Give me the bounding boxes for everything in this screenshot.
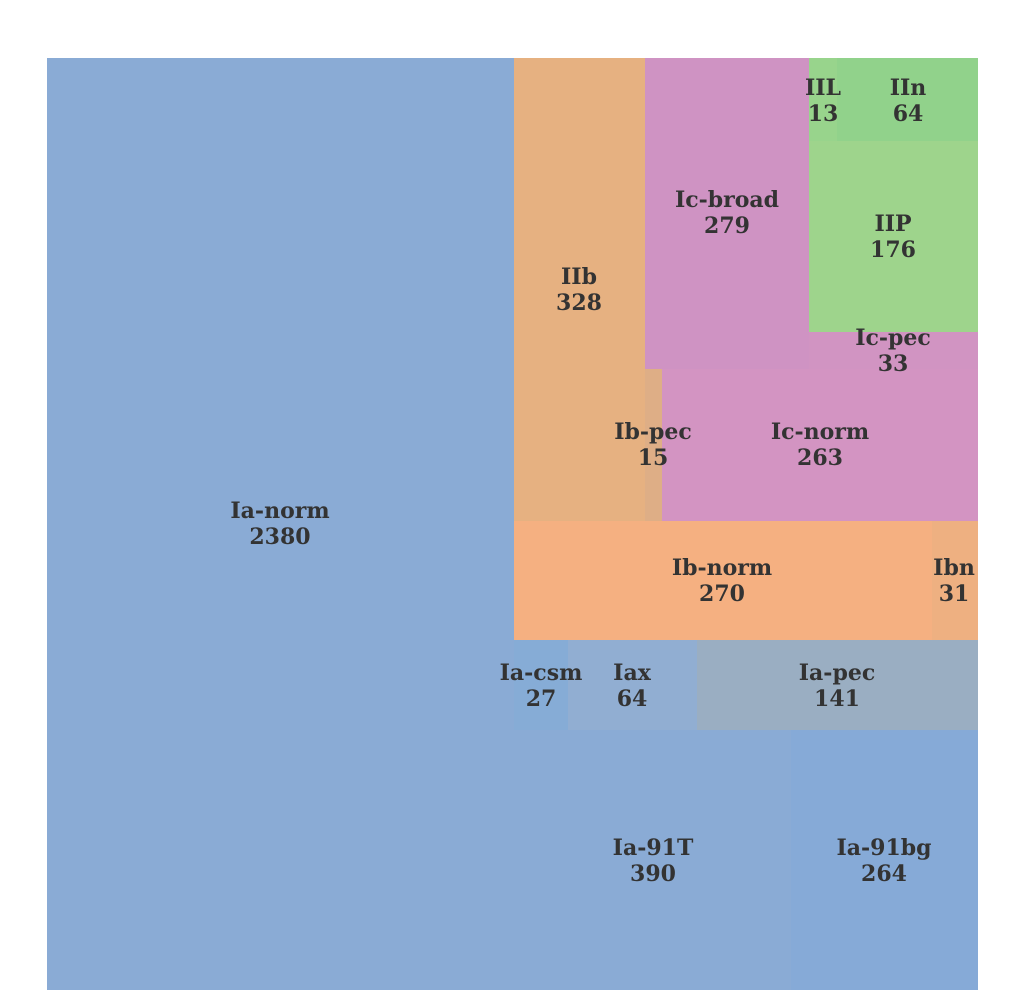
tile-iax <box>568 640 697 730</box>
tile-value-iib: 328 <box>556 290 602 316</box>
tile-ic-norm <box>662 369 978 521</box>
tile-label-iib: IIb <box>561 264 597 290</box>
tile-value-ic-broad: 279 <box>704 213 750 239</box>
tile-label-ib-norm: Ib-norm <box>672 555 772 581</box>
tile-value-ia-91bg: 264 <box>861 861 907 887</box>
tile-ib-norm <box>514 521 932 640</box>
tile-value-ia-pec: 141 <box>814 686 860 712</box>
tile-iil <box>809 58 837 141</box>
tile-ia-pec <box>697 640 978 730</box>
tile-label-ic-norm: Ic-norm <box>771 419 869 445</box>
tile-value-ia-norm: 2380 <box>249 524 310 550</box>
tile-iip <box>809 141 978 332</box>
tile-value-iil: 13 <box>808 101 839 127</box>
tile-ia-91t <box>514 730 791 990</box>
tile-iib <box>514 58 645 521</box>
tile-label-ia-norm: Ia-norm <box>230 498 329 524</box>
tile-label-iip: IIP <box>874 211 911 237</box>
tile-label-ic-pec: Ic-pec <box>855 325 931 351</box>
tile-ic-pec <box>809 332 978 369</box>
tile-value-ia-csm: 27 <box>526 686 557 712</box>
tile-label-ia-91t: Ia-91T <box>613 835 694 861</box>
tile-ibn <box>932 521 978 640</box>
tile-value-ib-pec: 15 <box>638 445 669 471</box>
tile-label-ib-pec: Ib-pec <box>614 419 692 445</box>
tile-value-ibn: 31 <box>939 581 970 607</box>
tile-ib-pec <box>645 369 662 521</box>
tile-label-ia-csm: Ia-csm <box>500 660 583 686</box>
tile-label-ia-pec: Ia-pec <box>799 660 875 686</box>
tile-value-ib-norm: 270 <box>699 581 745 607</box>
tile-label-ic-broad: Ic-broad <box>675 187 779 213</box>
tile-value-ic-pec: 33 <box>878 351 909 377</box>
tile-iin <box>837 58 978 141</box>
tile-value-iax: 64 <box>617 686 648 712</box>
tile-value-ic-norm: 263 <box>797 445 843 471</box>
tile-ia-norm <box>47 58 514 990</box>
tile-label-ibn: Ibn <box>933 555 975 581</box>
tile-value-iin: 64 <box>893 101 924 127</box>
tile-label-iin: IIn <box>890 75 927 101</box>
tile-value-iip: 176 <box>870 237 916 263</box>
tile-label-iil: IIL <box>805 75 841 101</box>
tile-ia-csm <box>514 640 568 730</box>
tile-label-iax: Iax <box>613 660 652 686</box>
tile-label-ia-91bg: Ia-91bg <box>836 835 931 861</box>
tile-ic-broad <box>645 58 809 369</box>
tile-value-ia-91t: 390 <box>630 861 676 887</box>
tile-ia-91bg <box>791 730 978 990</box>
